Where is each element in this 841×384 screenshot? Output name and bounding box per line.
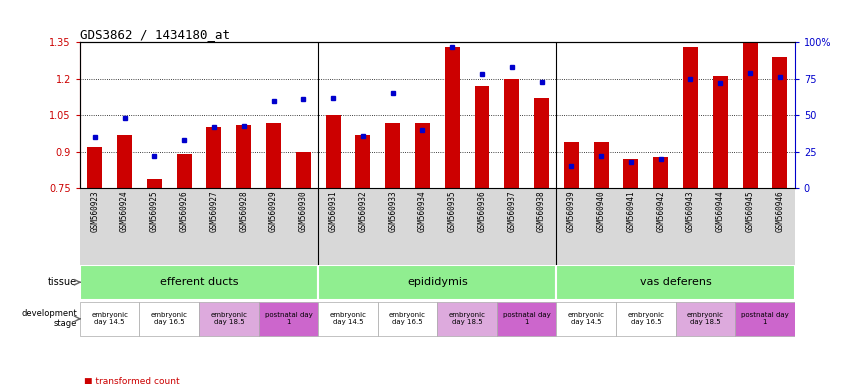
Bar: [259, 301, 318, 336]
Bar: [356, 135, 370, 188]
Text: GSM560945: GSM560945: [746, 190, 754, 232]
Text: postnatal day
1: postnatal day 1: [503, 312, 551, 325]
Text: GSM560940: GSM560940: [596, 190, 606, 232]
Bar: [80, 301, 140, 336]
Text: GSM560931: GSM560931: [329, 190, 337, 232]
Bar: [87, 147, 103, 188]
Bar: [385, 122, 400, 188]
Text: postnatal day
1: postnatal day 1: [741, 312, 789, 325]
Bar: [140, 301, 199, 336]
Text: embryonic
day 16.5: embryonic day 16.5: [389, 312, 426, 325]
Bar: [772, 57, 787, 188]
Bar: [437, 301, 497, 336]
Text: GSM560932: GSM560932: [358, 190, 368, 232]
Text: GSM560929: GSM560929: [269, 190, 278, 232]
Text: efferent ducts: efferent ducts: [160, 277, 238, 287]
Bar: [445, 47, 460, 188]
Bar: [713, 76, 727, 188]
Bar: [318, 265, 557, 300]
Text: ■ transformed count: ■ transformed count: [84, 377, 180, 384]
Bar: [505, 79, 519, 188]
Bar: [207, 127, 221, 188]
Text: embryonic
day 14.5: embryonic day 14.5: [568, 312, 605, 325]
Text: epididymis: epididymis: [407, 277, 468, 287]
Text: GSM560933: GSM560933: [389, 190, 397, 232]
Text: GSM560937: GSM560937: [507, 190, 516, 232]
Text: GSM560944: GSM560944: [716, 190, 725, 232]
Bar: [616, 301, 675, 336]
Text: GSM560926: GSM560926: [180, 190, 188, 232]
Bar: [378, 301, 437, 336]
Bar: [594, 142, 609, 188]
Bar: [177, 154, 192, 188]
Bar: [735, 301, 795, 336]
Text: embryonic
day 18.5: embryonic day 18.5: [210, 312, 247, 325]
Text: GSM560928: GSM560928: [239, 190, 248, 232]
Text: tissue: tissue: [48, 277, 77, 287]
Text: embryonic
day 14.5: embryonic day 14.5: [330, 312, 367, 325]
Text: GSM560938: GSM560938: [537, 190, 546, 232]
Text: embryonic
day 18.5: embryonic day 18.5: [687, 312, 724, 325]
Text: GSM560927: GSM560927: [209, 190, 219, 232]
Bar: [675, 301, 735, 336]
Bar: [80, 265, 318, 300]
Text: GSM560941: GSM560941: [627, 190, 636, 232]
Text: GDS3862 / 1434180_at: GDS3862 / 1434180_at: [80, 28, 230, 41]
Bar: [564, 142, 579, 188]
Text: vas deferens: vas deferens: [640, 277, 711, 287]
Bar: [557, 265, 795, 300]
Bar: [147, 179, 161, 188]
Text: embryonic
day 16.5: embryonic day 16.5: [627, 312, 664, 325]
Text: GSM560935: GSM560935: [447, 190, 457, 232]
Bar: [296, 152, 310, 188]
Text: GSM560923: GSM560923: [90, 190, 99, 232]
Bar: [743, 42, 758, 188]
Bar: [236, 125, 251, 188]
Text: embryonic
day 14.5: embryonic day 14.5: [91, 312, 128, 325]
Bar: [497, 301, 557, 336]
Text: GSM560925: GSM560925: [150, 190, 159, 232]
Bar: [117, 135, 132, 188]
Text: embryonic
day 18.5: embryonic day 18.5: [448, 312, 485, 325]
Text: GSM560939: GSM560939: [567, 190, 576, 232]
Text: GSM560946: GSM560946: [775, 190, 785, 232]
Bar: [325, 115, 341, 188]
Text: GSM560936: GSM560936: [478, 190, 486, 232]
Text: development
stage: development stage: [21, 309, 77, 328]
Bar: [683, 47, 698, 188]
Bar: [557, 301, 616, 336]
Text: GSM560924: GSM560924: [120, 190, 129, 232]
Bar: [266, 122, 281, 188]
Bar: [653, 157, 668, 188]
Text: GSM560943: GSM560943: [686, 190, 695, 232]
Bar: [474, 86, 489, 188]
Bar: [199, 301, 259, 336]
Text: embryonic
day 16.5: embryonic day 16.5: [151, 312, 188, 325]
Bar: [318, 301, 378, 336]
Text: GSM560942: GSM560942: [656, 190, 665, 232]
Bar: [415, 122, 430, 188]
Text: postnatal day
1: postnatal day 1: [265, 312, 312, 325]
Bar: [623, 159, 638, 188]
Text: GSM560930: GSM560930: [299, 190, 308, 232]
Bar: [534, 98, 549, 188]
Text: GSM560934: GSM560934: [418, 190, 427, 232]
